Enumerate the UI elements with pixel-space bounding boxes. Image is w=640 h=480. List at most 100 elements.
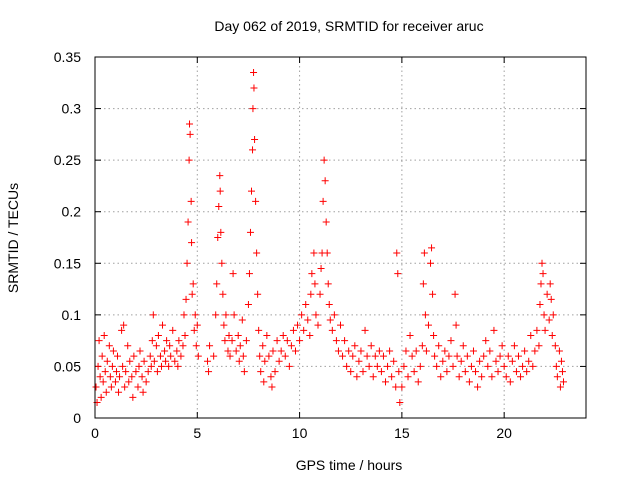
data-point bbox=[478, 373, 486, 381]
data-point bbox=[116, 373, 124, 381]
data-point bbox=[552, 362, 560, 370]
data-point bbox=[302, 301, 310, 309]
data-point bbox=[249, 105, 257, 113]
data-point bbox=[502, 373, 510, 381]
data-point bbox=[126, 357, 134, 365]
data-point bbox=[307, 290, 315, 298]
data-point bbox=[361, 326, 369, 334]
data-point bbox=[472, 368, 480, 376]
data-point bbox=[175, 337, 183, 345]
data-point bbox=[421, 311, 429, 319]
data-point bbox=[406, 331, 414, 339]
y-tick-label: 0.1 bbox=[62, 307, 82, 323]
data-point bbox=[101, 368, 109, 376]
data-point bbox=[221, 337, 229, 345]
data-point bbox=[277, 347, 285, 355]
data-point bbox=[504, 352, 512, 360]
data-point bbox=[184, 218, 192, 226]
data-point bbox=[119, 362, 127, 370]
data-point bbox=[245, 270, 253, 278]
y-tick-label: 0.25 bbox=[54, 152, 81, 168]
data-point bbox=[120, 321, 128, 329]
data-point bbox=[339, 352, 347, 360]
data-point bbox=[496, 352, 504, 360]
data-point bbox=[142, 378, 150, 386]
data-point bbox=[551, 342, 559, 350]
data-point bbox=[97, 393, 105, 401]
data-point bbox=[118, 326, 126, 334]
data-point bbox=[229, 270, 237, 278]
data-point bbox=[96, 373, 104, 381]
data-point bbox=[422, 347, 430, 355]
data-point bbox=[222, 311, 230, 319]
data-point bbox=[300, 326, 308, 334]
data-point bbox=[138, 373, 146, 381]
data-point bbox=[312, 311, 320, 319]
data-point bbox=[206, 342, 214, 350]
data-point bbox=[546, 280, 554, 288]
data-point bbox=[506, 378, 514, 386]
data-point bbox=[351, 342, 359, 350]
data-point bbox=[412, 347, 420, 355]
data-point bbox=[439, 357, 447, 365]
y-tick-label: 0.3 bbox=[62, 101, 82, 117]
data-point bbox=[174, 362, 182, 370]
data-point bbox=[260, 378, 268, 386]
data-point bbox=[382, 378, 390, 386]
data-point bbox=[482, 337, 490, 345]
data-point bbox=[384, 362, 392, 370]
data-point bbox=[490, 326, 498, 334]
data-point bbox=[173, 347, 181, 355]
data-point bbox=[531, 347, 539, 355]
data-point bbox=[161, 347, 169, 355]
data-point bbox=[265, 352, 273, 360]
data-point bbox=[435, 342, 443, 350]
data-point bbox=[296, 337, 304, 345]
data-point bbox=[226, 352, 234, 360]
data-point bbox=[514, 352, 522, 360]
data-point bbox=[267, 373, 275, 381]
data-point bbox=[240, 368, 248, 376]
data-point bbox=[535, 342, 543, 350]
data-point bbox=[273, 337, 281, 345]
data-point bbox=[134, 383, 142, 391]
data-point bbox=[484, 362, 492, 370]
data-point bbox=[480, 352, 488, 360]
data-point bbox=[259, 342, 267, 350]
data-point bbox=[400, 362, 408, 370]
data-point bbox=[281, 352, 289, 360]
data-point bbox=[321, 177, 329, 185]
data-point bbox=[430, 331, 438, 339]
data-point bbox=[188, 239, 196, 247]
data-point bbox=[474, 383, 482, 391]
data-point bbox=[330, 311, 338, 319]
data-point bbox=[224, 347, 232, 355]
data-point bbox=[494, 368, 502, 376]
data-point bbox=[410, 368, 418, 376]
data-point bbox=[437, 373, 445, 381]
data-point bbox=[355, 357, 363, 365]
data-point bbox=[393, 249, 401, 257]
data-point bbox=[540, 311, 548, 319]
x-tick-label: 5 bbox=[193, 425, 201, 441]
data-point bbox=[191, 311, 199, 319]
data-point bbox=[441, 347, 449, 355]
data-point bbox=[108, 362, 116, 370]
data-point bbox=[150, 357, 158, 365]
data-point bbox=[249, 146, 257, 154]
data-point bbox=[375, 347, 383, 355]
data-point bbox=[461, 368, 469, 376]
data-point bbox=[180, 311, 188, 319]
data-point bbox=[431, 352, 439, 360]
x-tick-label: 10 bbox=[292, 425, 308, 441]
data-point bbox=[129, 393, 137, 401]
data-point bbox=[157, 362, 165, 370]
chart-title: Day 062 of 2019, SRMTID for receiver aru… bbox=[214, 18, 483, 34]
data-point bbox=[219, 290, 227, 298]
data-point bbox=[332, 337, 340, 345]
data-point bbox=[517, 373, 525, 381]
data-point bbox=[545, 316, 553, 324]
x-tick-label: 15 bbox=[394, 425, 410, 441]
data-point bbox=[183, 259, 191, 267]
data-point bbox=[253, 249, 261, 257]
